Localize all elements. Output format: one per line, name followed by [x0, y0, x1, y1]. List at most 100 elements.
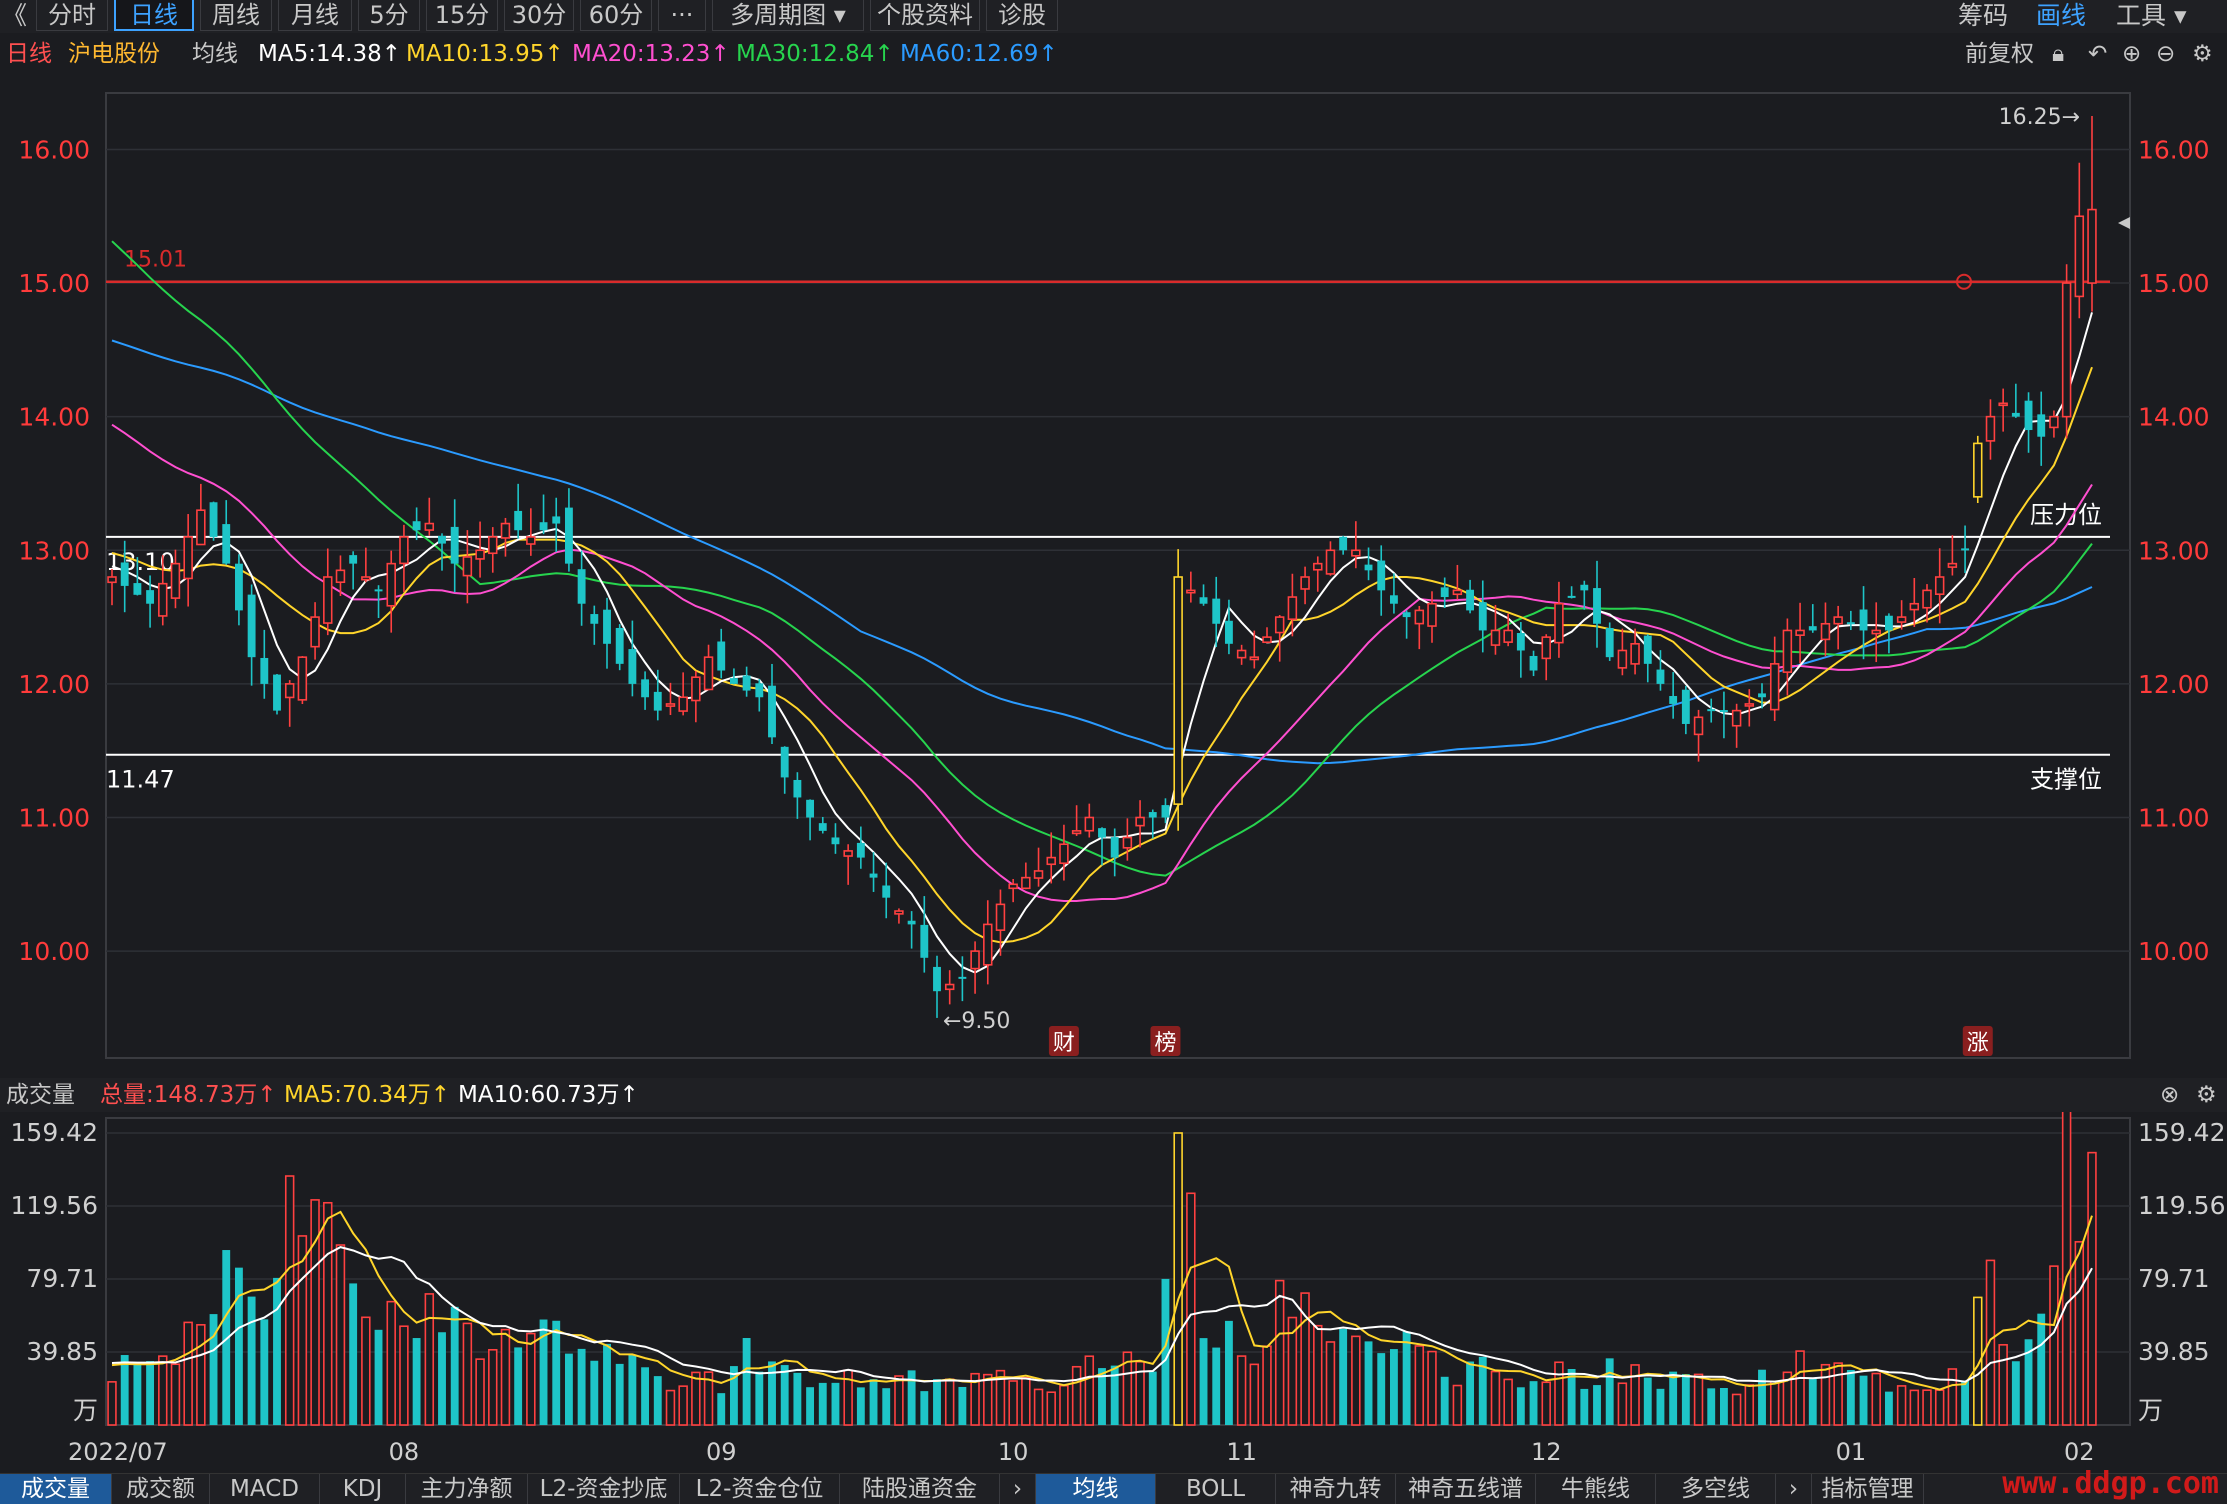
candle-body — [1554, 602, 1564, 644]
candle-body — [1934, 576, 1945, 595]
stock-name[interactable]: 沪电股份 — [68, 41, 160, 67]
indicator-tab-6[interactable]: L2-资金仓位 — [680, 1474, 840, 1504]
tab-10[interactable]: 个股资料 — [870, 0, 980, 31]
event-badge[interactable] — [1150, 1026, 1181, 1056]
gear-icon[interactable]: ⚙ — [2192, 41, 2213, 67]
event-badge[interactable] — [1962, 1026, 1993, 1056]
indicator-tab-15[interactable]: › — [1776, 1474, 1812, 1504]
undo-icon[interactable]: ↶ — [2088, 41, 2108, 67]
indicator-tab-16[interactable]: 指标管理 — [1812, 1474, 1924, 1504]
toolbar-right-1[interactable]: 画线 — [2036, 1, 2087, 30]
tab-3[interactable]: 月线 — [278, 0, 352, 31]
toolbar-right-0[interactable]: 筹码 — [1958, 1, 2009, 30]
indicator-tab-13[interactable]: 牛熊线 — [1536, 1474, 1656, 1504]
event-badge-label: 财 — [1053, 1031, 1075, 1056]
tab-6[interactable]: 30分 — [504, 0, 574, 31]
indicator-tab-10[interactable]: BOLL — [1156, 1474, 1276, 1504]
volume-gear-icon[interactable]: ⚙ — [2196, 1082, 2217, 1108]
tab-11[interactable]: 诊股 — [986, 0, 1058, 31]
tab-8[interactable]: ··· — [658, 0, 706, 31]
volume-bar — [1758, 1369, 1766, 1425]
indicator-tab-2[interactable]: MACD — [210, 1474, 320, 1504]
back-icon[interactable]: 《 — [2, 1, 28, 30]
tab-0[interactable]: 分时 — [36, 0, 108, 31]
event-badge[interactable] — [1048, 1026, 1079, 1056]
indicator-tab-12[interactable]: 神奇五线谱 — [1396, 1474, 1536, 1504]
candle-body — [1186, 589, 1196, 594]
volume-bar — [958, 1386, 967, 1425]
volume-bar — [628, 1354, 637, 1425]
volume-bar — [374, 1329, 383, 1425]
candle-body — [222, 524, 231, 564]
price-tick-right: 14.00 — [2138, 403, 2210, 432]
candle-body — [1122, 836, 1133, 849]
indicator-tab-9[interactable]: 均线 — [1036, 1474, 1156, 1504]
indicator-tab-1[interactable]: 成交额 — [112, 1474, 210, 1504]
candle-body — [1135, 816, 1145, 827]
toolbar-right-2[interactable]: 工具 ▾ — [2116, 1, 2187, 30]
volume-bar — [615, 1363, 624, 1425]
volume-tick-right: 79.71 — [2138, 1264, 2210, 1293]
indicator-tab-11[interactable]: 神奇九转 — [1276, 1474, 1396, 1504]
candle-body — [1098, 828, 1106, 838]
ma60-line — [111, 339, 2093, 765]
tab-7[interactable]: 60分 — [580, 0, 652, 31]
indicator-tab-14[interactable]: 多空线 — [1656, 1474, 1776, 1504]
candle-body — [146, 590, 155, 604]
volume-bar — [2011, 1361, 2020, 1425]
volume-bar — [1782, 1371, 1793, 1426]
indicator-tab-7[interactable]: 陆股通资金 — [840, 1474, 1000, 1504]
indicator-tab-8[interactable]: › — [1000, 1474, 1036, 1504]
volume-bar — [1731, 1393, 1742, 1426]
volume-bar — [462, 1322, 473, 1426]
close-icon[interactable]: ⊗ — [2160, 1082, 2180, 1108]
zoom-out-icon[interactable]: ⊖ — [2156, 41, 2176, 67]
candle-body — [1110, 837, 1119, 858]
indicator-tab-0[interactable]: 成交量 — [0, 1474, 112, 1504]
candle-body — [907, 920, 916, 925]
volume-bar — [1046, 1391, 1056, 1426]
volume-bar — [399, 1325, 409, 1426]
indicator-tab-5[interactable]: L2-资金抄底 — [528, 1474, 680, 1504]
candle-body — [1503, 629, 1513, 643]
volume-bar — [641, 1367, 650, 1425]
adjust-label[interactable]: 前复权 — [1965, 41, 2034, 67]
volume-bar — [1961, 1380, 1970, 1425]
volume-bar — [1084, 1355, 1095, 1426]
volume-bar — [653, 1376, 662, 1425]
candle-body — [539, 522, 548, 531]
volume-bar — [1440, 1376, 1449, 1425]
candle-body — [1033, 870, 1044, 879]
candle-body — [944, 983, 955, 991]
volume-tick-left: 119.56 — [11, 1191, 98, 1220]
event-badge-label: 榜 — [1154, 1031, 1176, 1056]
tab-1[interactable]: 日线 — [114, 0, 194, 31]
volume-bar — [1021, 1377, 1031, 1426]
price-cursor-arrow[interactable] — [2118, 217, 2130, 229]
volume-bar — [1859, 1375, 1868, 1425]
candle-body — [564, 507, 573, 564]
candle-body — [2024, 400, 2033, 431]
candle-body — [1224, 620, 1233, 644]
candle-body — [665, 703, 676, 707]
volume-bar — [1630, 1364, 1640, 1426]
volume-bar — [1541, 1381, 1551, 1426]
indicator-tab-3[interactable]: KDJ — [320, 1474, 406, 1504]
red-line-handle[interactable] — [1956, 273, 1972, 290]
candle-body — [2074, 215, 2085, 298]
lock-icon[interactable]: 🔒︎ — [2052, 41, 2065, 67]
candle-body — [1859, 609, 1868, 631]
event-badge-label: 涨 — [1967, 1031, 1989, 1056]
indicator-tab-4[interactable]: 主力净额 — [406, 1474, 528, 1504]
period-toolbar: 《分时 日线 周线 月线 5分 15分 30分 60分 ··· 多周期图 ▾ 个股资料 诊股 筹码 画线工… — [0, 0, 2227, 33]
volume-bar — [882, 1388, 891, 1425]
tab-9[interactable]: 多周期图 ▾ — [712, 0, 864, 31]
candle-body — [703, 656, 714, 691]
tab-4[interactable]: 5分 — [358, 0, 420, 31]
ma-label[interactable]: 均线 — [192, 41, 238, 67]
tab-5[interactable]: 15分 — [426, 0, 498, 31]
zoom-in-icon[interactable]: ⊕ — [2122, 41, 2142, 67]
tab-2[interactable]: 周线 — [200, 0, 272, 31]
volume-bar — [1490, 1370, 1501, 1426]
